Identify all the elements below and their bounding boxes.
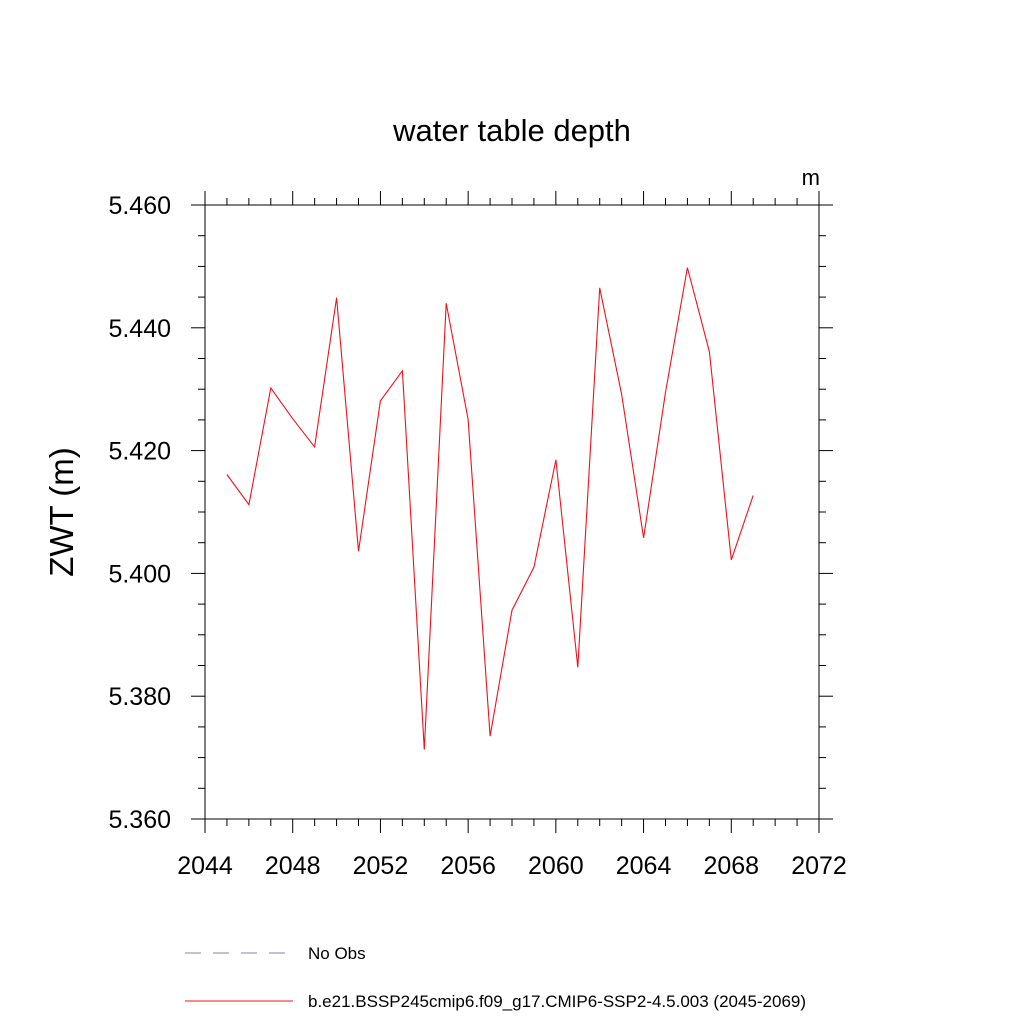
y-tick-label: 5.380 [108, 683, 171, 711]
y-tick-label: 5.460 [108, 192, 171, 220]
y-tick-label: 5.420 [108, 438, 171, 466]
x-tick-label: 2060 [528, 852, 584, 880]
y-tick-label: 5.440 [108, 315, 171, 343]
y-axis-label: ZWT (m) [43, 447, 80, 577]
x-tick-label: 2056 [440, 852, 496, 880]
y-tick-label: 5.400 [108, 560, 171, 588]
x-tick-label: 2048 [265, 852, 321, 880]
plot-frame [204, 204, 820, 820]
axis-ticks [191, 191, 833, 833]
y-tick-label: 5.360 [108, 806, 171, 834]
x-tick-label: 2068 [703, 852, 759, 880]
x-tick-label: 2072 [791, 852, 847, 880]
y-tick-labels: 5.360 5.380 5.400 5.420 5.440 5.460 [108, 192, 171, 834]
series-group [226, 267, 754, 750]
x-tick-label: 2052 [353, 852, 409, 880]
legend-label: b.e21.BSSP245cmip6.f09_g17.CMIP6-SSP2-4.… [308, 992, 806, 1011]
x-tick-labels: 2044 2048 2052 2056 2060 2064 2068 2072 [177, 852, 847, 880]
x-tick-label: 2044 [177, 852, 233, 880]
series-line [226, 267, 754, 750]
legend-label: No Obs [308, 944, 366, 963]
x-tick-label: 2064 [616, 852, 672, 880]
chart-title: water table depth [392, 113, 631, 148]
units-label: m [802, 165, 820, 190]
legend: No Obs b.e21.BSSP245cmip6.f09_g17.CMIP6-S… [185, 944, 806, 1011]
